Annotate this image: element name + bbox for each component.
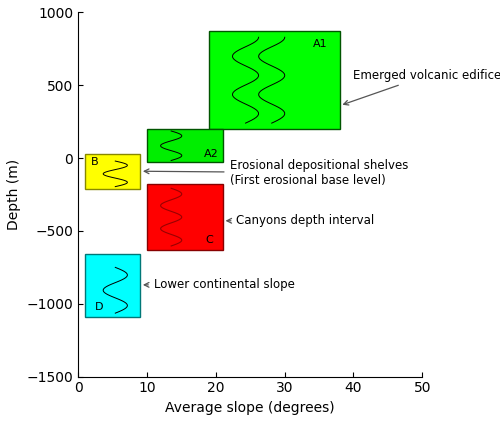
Text: Emerged volcanic edifice: Emerged volcanic edifice <box>344 69 500 105</box>
Text: C: C <box>205 235 213 245</box>
Text: D: D <box>94 302 103 312</box>
Text: Canyons depth interval: Canyons depth interval <box>227 214 374 227</box>
Bar <box>85 154 140 189</box>
Text: Lower continental slope: Lower continental slope <box>144 279 294 291</box>
Bar <box>147 184 222 250</box>
Y-axis label: Depth (m): Depth (m) <box>7 159 21 230</box>
Bar <box>209 31 340 129</box>
Bar <box>147 129 222 162</box>
Bar <box>85 254 140 317</box>
Text: B: B <box>91 157 98 167</box>
Text: Erosional depositional shelves
(First erosional base level): Erosional depositional shelves (First er… <box>144 159 408 187</box>
Text: A2: A2 <box>204 149 218 159</box>
Text: A1: A1 <box>313 39 328 49</box>
X-axis label: Average slope (degrees): Average slope (degrees) <box>166 401 335 415</box>
